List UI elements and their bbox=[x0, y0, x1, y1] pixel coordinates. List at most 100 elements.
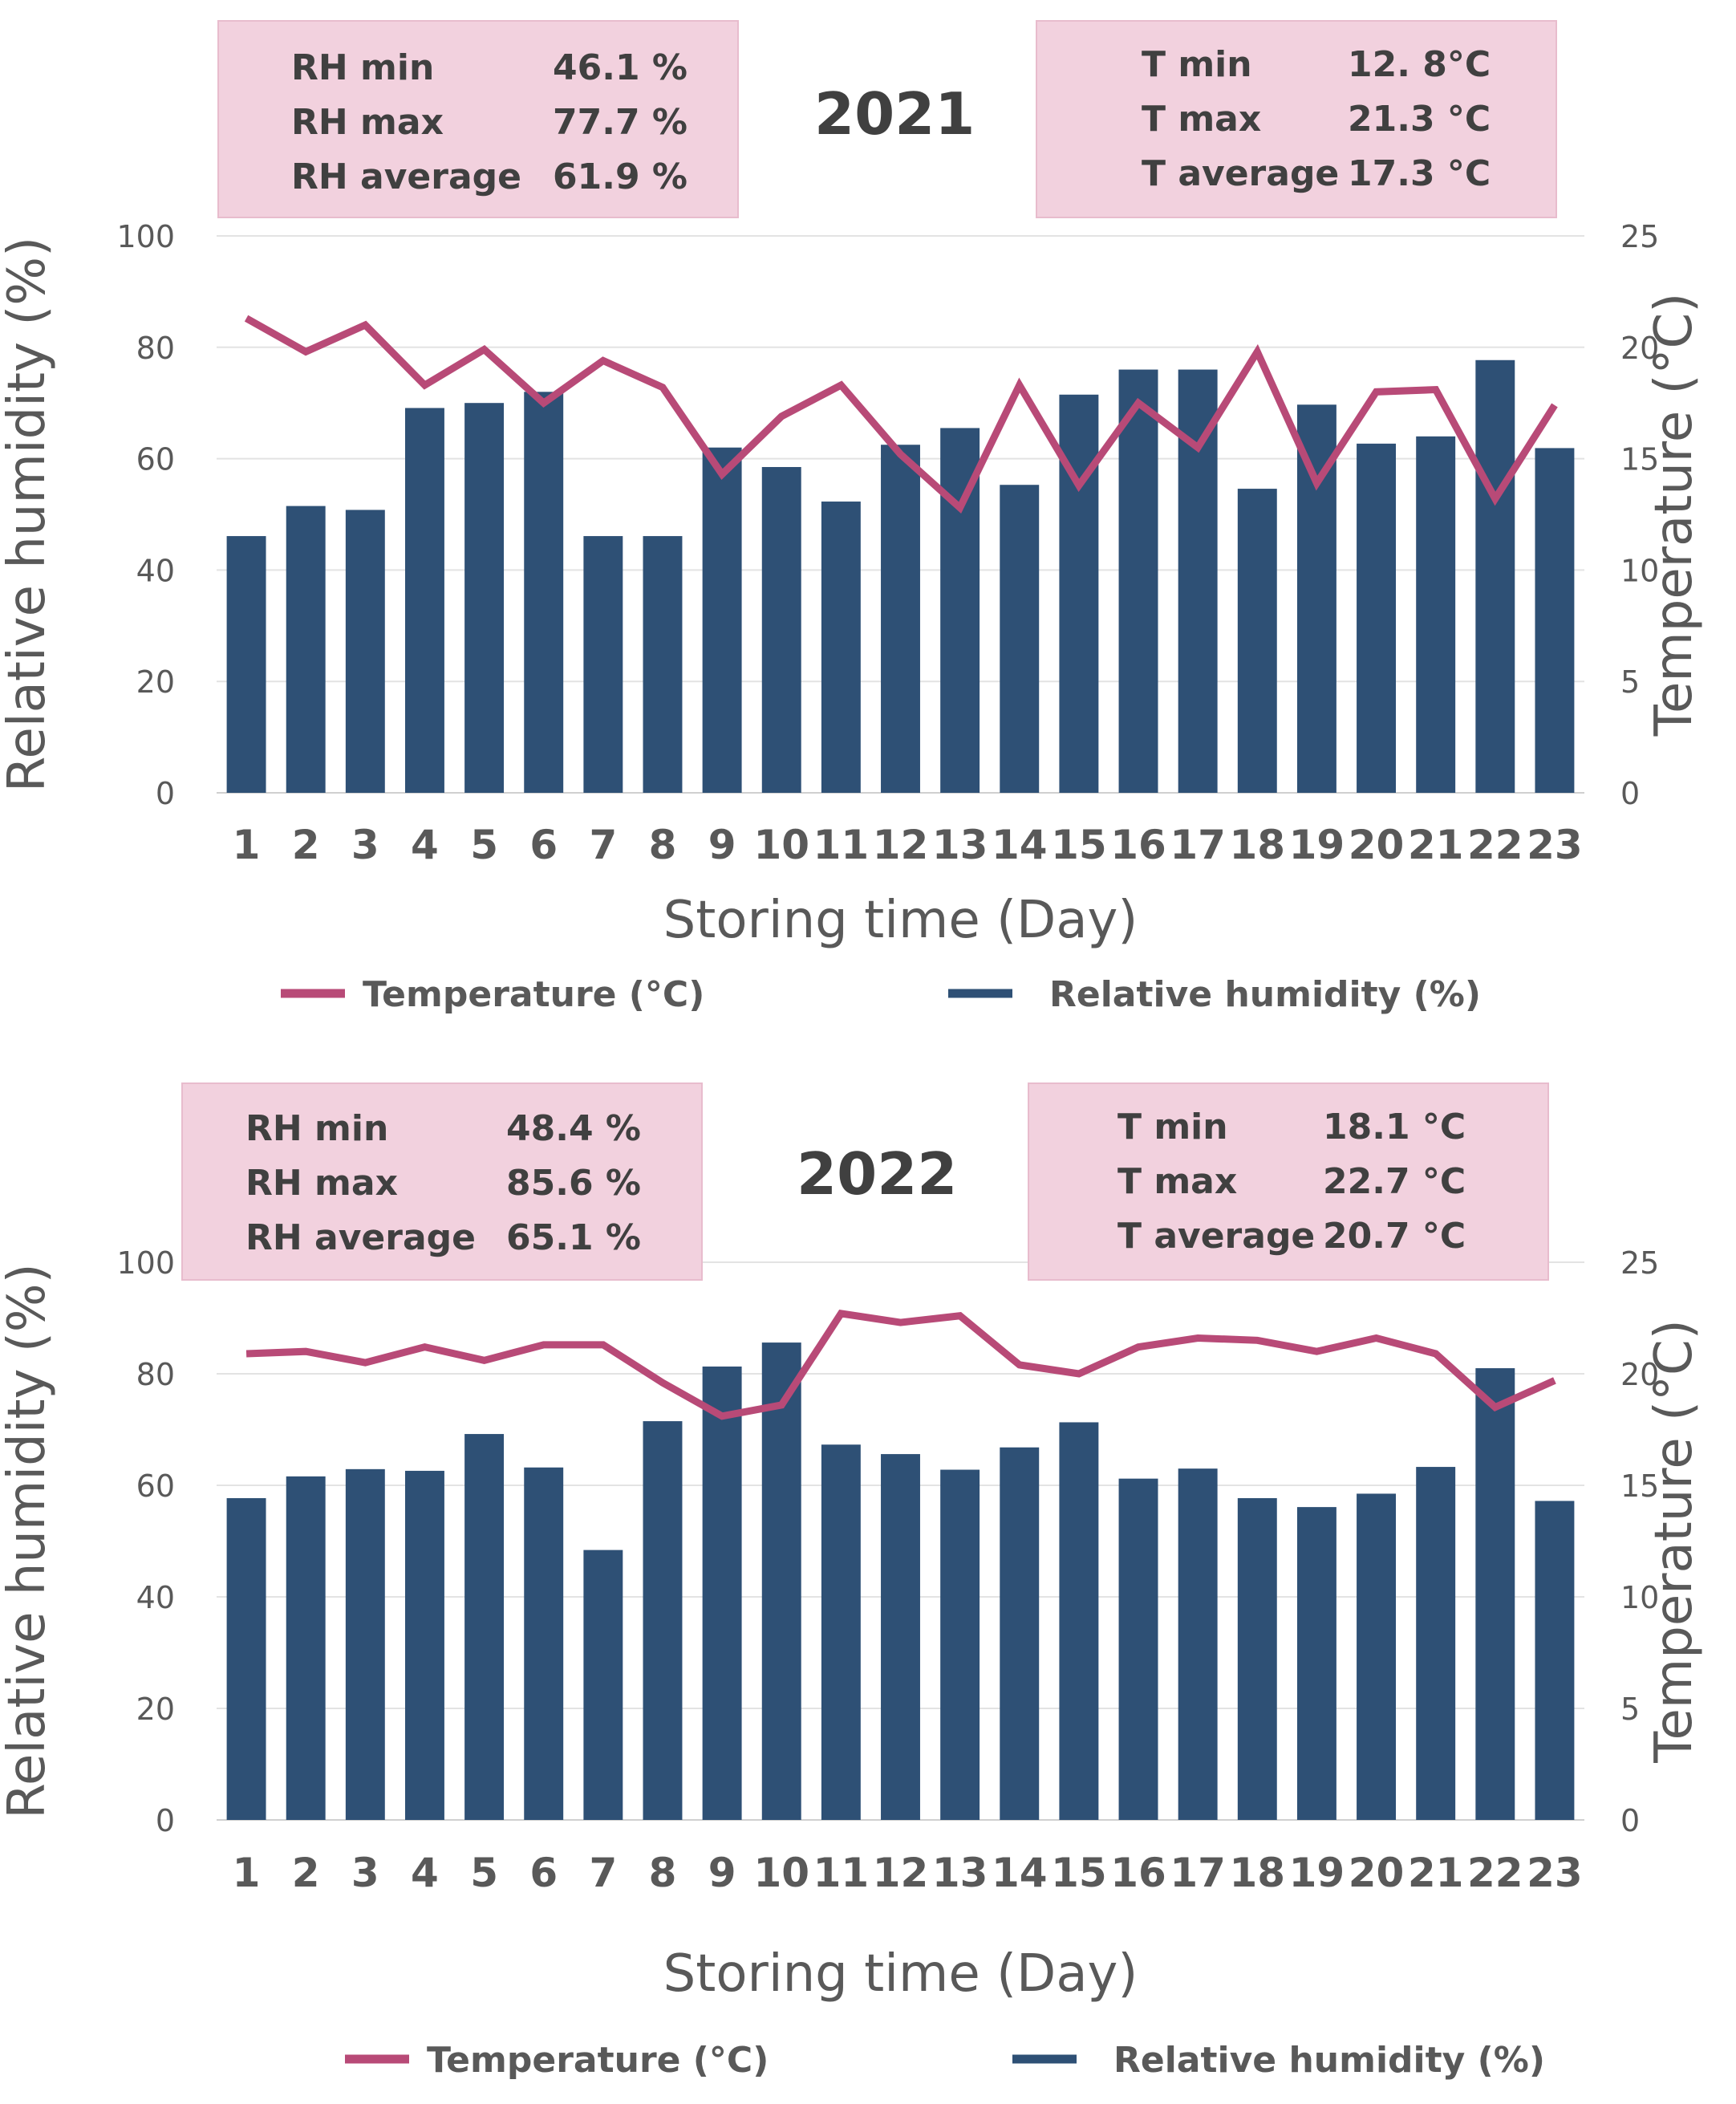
y2-tick-label: 5 bbox=[1620, 1692, 1640, 1727]
bar-humidity bbox=[1416, 1467, 1456, 1820]
temperature-line bbox=[245, 1310, 1556, 1420]
y2-tick-label: 0 bbox=[1620, 1803, 1640, 1838]
bar-humidity bbox=[643, 536, 683, 793]
chart-panel-2022: 0 20 40 60 80 100 0 5 10 15 20 25 1 2 3 4 5 6 7 8 9 10 11 12 13 1… bbox=[0, 1052, 1736, 2104]
y2-tick-label: 15 bbox=[1620, 1468, 1659, 1504]
t-min-value: 18.1 °C bbox=[1323, 1107, 1466, 1147]
t-max-label: T max bbox=[1142, 99, 1262, 140]
legend: Temperature (°C) Relative humidity (%) bbox=[281, 974, 1481, 1015]
bar-humidity bbox=[761, 467, 801, 793]
x-axis-title: Storing time (Day) bbox=[663, 891, 1138, 950]
chart-panel-2021: 0 20 40 60 80 100 0 5 10 15 20 25 1 2 3 4 5 6 7 8 9 10 11 12 13 1… bbox=[0, 20, 1704, 1015]
x-tick-label: 4 bbox=[411, 1850, 439, 1896]
y2-tick-label: 15 bbox=[1620, 442, 1659, 477]
x-tick-label: 7 bbox=[589, 1850, 617, 1896]
x-tick-label: 3 bbox=[351, 1850, 379, 1896]
y2-tick-label: 5 bbox=[1620, 664, 1640, 700]
bar-humidity bbox=[1475, 359, 1515, 794]
bar-humidity bbox=[1059, 1422, 1099, 1820]
x-tick-label: 13 bbox=[932, 1850, 988, 1896]
legend-temperature-label: Temperature (°C) bbox=[427, 2040, 769, 2081]
y2-tick-label: 25 bbox=[1620, 1245, 1659, 1281]
rh-average-row: RH average 61.9 % bbox=[219, 150, 737, 205]
bar-humidity bbox=[286, 506, 326, 793]
y-tick-label: 100 bbox=[116, 1245, 175, 1281]
x-tick-label: 8 bbox=[649, 1850, 677, 1896]
bar-humidity bbox=[404, 408, 444, 793]
humidity-bars bbox=[226, 359, 1575, 794]
y2-tick-label: 0 bbox=[1620, 776, 1640, 811]
y-tick-label: 40 bbox=[136, 1580, 175, 1615]
x-tick-label: 23 bbox=[1527, 822, 1583, 868]
bar-humidity bbox=[226, 536, 266, 793]
x-tick-label: 17 bbox=[1170, 1850, 1226, 1896]
x-tick-label: 13 bbox=[932, 822, 988, 868]
t-max-label: T max bbox=[1117, 1161, 1238, 1202]
humidity-bars bbox=[226, 1342, 1575, 1820]
bar-humidity bbox=[524, 392, 564, 793]
chart-title: 2022 bbox=[797, 1140, 958, 1208]
chart-title: 2021 bbox=[814, 80, 975, 148]
x-tick-label: 5 bbox=[470, 1850, 498, 1896]
y2-tick-label: 25 bbox=[1620, 219, 1659, 254]
rh-average-label: RH average bbox=[245, 1217, 476, 1258]
y2-axis-title: Temperature (°C) bbox=[1645, 293, 1704, 737]
rh-min-value: 46.1 % bbox=[553, 47, 688, 88]
bar-humidity bbox=[1000, 485, 1040, 793]
rh-max-row: RH max 77.7 % bbox=[219, 95, 737, 150]
x-tick-label: 16 bbox=[1110, 822, 1166, 868]
rh-summary-box: RH min 48.4 % RH max 85.6 % RH average 6… bbox=[181, 1082, 703, 1281]
x-tick-label: 17 bbox=[1170, 822, 1226, 868]
bar-humidity bbox=[286, 1476, 326, 1820]
rh-average-label: RH average bbox=[291, 156, 521, 197]
bar-humidity bbox=[1237, 489, 1277, 793]
bar-humidity bbox=[1118, 1478, 1158, 1820]
t-min-label: T min bbox=[1142, 44, 1252, 85]
bar-humidity bbox=[821, 502, 861, 793]
x-tick-label: 20 bbox=[1349, 1850, 1405, 1896]
y2-axis-title: Temperature (°C) bbox=[1645, 1319, 1704, 1763]
x-tick-label: 10 bbox=[753, 822, 809, 868]
x-tick-label: 8 bbox=[649, 822, 677, 868]
bar-humidity bbox=[1000, 1447, 1040, 1820]
rh-max-label: RH max bbox=[245, 1163, 398, 1204]
bar-humidity bbox=[881, 1454, 920, 1820]
y-tick-label: 60 bbox=[136, 442, 175, 477]
rh-min-label: RH min bbox=[245, 1108, 389, 1149]
bar-humidity bbox=[1535, 448, 1575, 793]
rh-max-row: RH max 85.6 % bbox=[183, 1156, 701, 1211]
x-tick-label: 22 bbox=[1467, 822, 1523, 868]
x-tick-label: 5 bbox=[470, 822, 498, 868]
t-min-row: T min 12. 8°C bbox=[1037, 38, 1556, 92]
t-min-row: T min 18.1 °C bbox=[1029, 1100, 1547, 1155]
x-tick-label: 7 bbox=[589, 822, 617, 868]
y-tick-label: 60 bbox=[136, 1468, 175, 1504]
rh-average-value: 65.1 % bbox=[506, 1217, 641, 1258]
rh-min-value: 48.4 % bbox=[506, 1108, 641, 1149]
t-min-value: 12. 8°C bbox=[1348, 44, 1491, 85]
legend-humidity-label: Relative humidity (%) bbox=[1049, 974, 1481, 1015]
t-summary-box: T min 12. 8°C T max 21.3 °C T average 17… bbox=[1036, 20, 1557, 218]
bar-humidity bbox=[345, 510, 385, 793]
rh-average-value: 61.9 % bbox=[553, 156, 688, 197]
y-axis-title: Relative humidity (%) bbox=[0, 237, 57, 792]
t-average-label: T average bbox=[1117, 1216, 1316, 1257]
bar-humidity bbox=[345, 1468, 385, 1820]
bar-humidity bbox=[464, 1434, 505, 1820]
x-tick-label: 11 bbox=[813, 822, 870, 868]
x-tick-label: 12 bbox=[873, 822, 929, 868]
bar-humidity bbox=[881, 445, 920, 793]
bar-humidity bbox=[524, 1467, 564, 1820]
x-tick-label: 1 bbox=[233, 1850, 261, 1896]
x-tick-label: 4 bbox=[411, 822, 439, 868]
x-tick-label: 18 bbox=[1229, 822, 1285, 868]
x-tick-label: 6 bbox=[529, 1850, 558, 1896]
x-tick-label: 15 bbox=[1051, 822, 1107, 868]
x-tick-label: 3 bbox=[351, 822, 379, 868]
x-tick-label: 11 bbox=[813, 1850, 870, 1896]
x-tick-label: 9 bbox=[708, 822, 736, 868]
x-tick-label: 1 bbox=[233, 822, 261, 868]
y-axis-title: Relative humidity (%) bbox=[0, 1263, 57, 1818]
bar-humidity bbox=[1535, 1501, 1575, 1820]
